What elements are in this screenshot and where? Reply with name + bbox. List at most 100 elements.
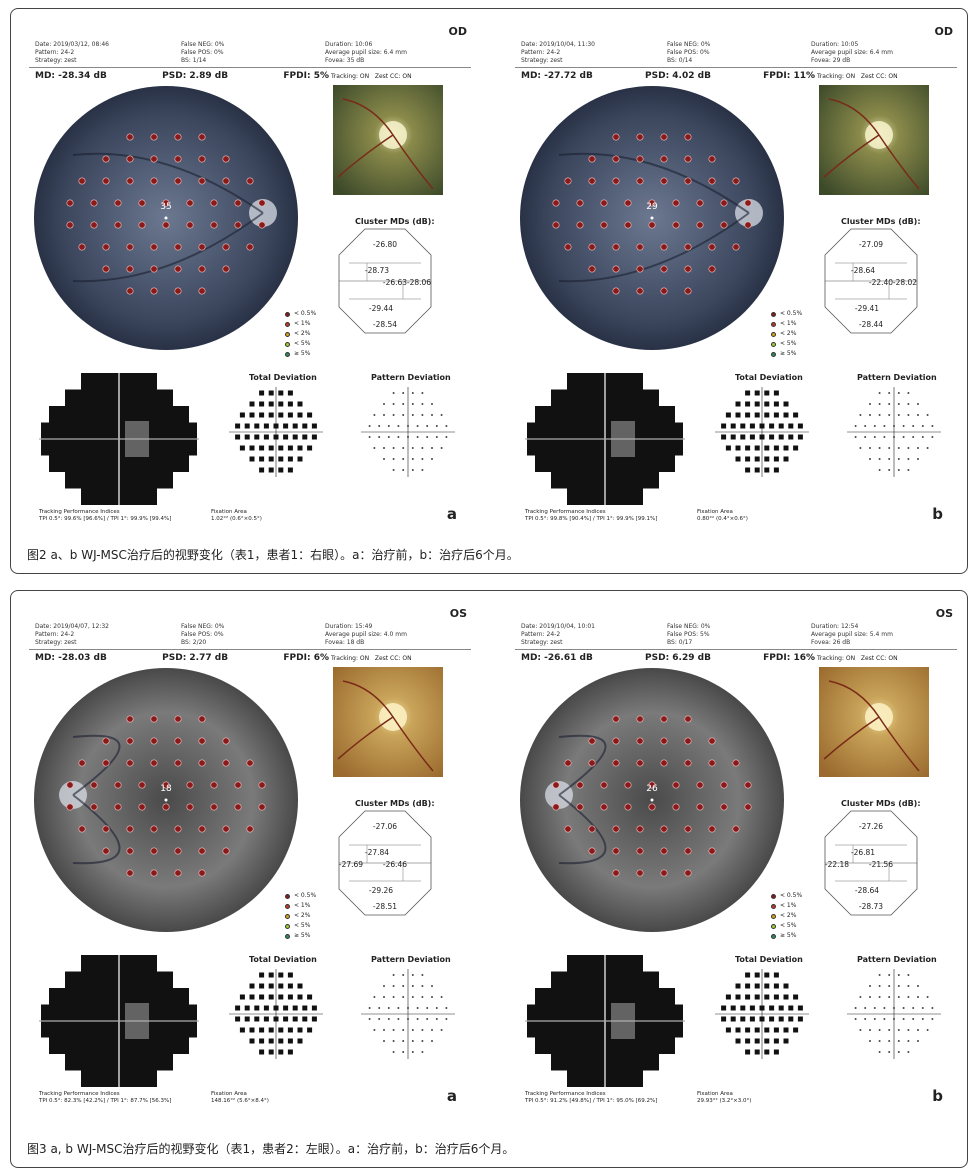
deviation-symbol-icon	[773, 412, 779, 418]
deviation-symbol-icon	[745, 1027, 751, 1033]
deviation-symbol-icon	[445, 1018, 448, 1020]
deviation-symbol-icon	[268, 1049, 274, 1055]
deviation-symbol-icon	[897, 1051, 900, 1053]
stimulus-point-icon	[114, 803, 122, 811]
deviation-symbol-icon	[907, 414, 910, 416]
stimulus-point-icon	[126, 737, 134, 745]
deviation-symbol-icon	[931, 1007, 934, 1009]
deviation-symbol-icon	[402, 458, 405, 460]
pattern-deviation-map	[361, 969, 455, 1059]
cluster-md-value: -26.81	[851, 848, 875, 857]
eye-label: OD	[448, 25, 467, 38]
stimulus-point-icon	[114, 199, 122, 207]
deviation-symbol-icon	[893, 1018, 895, 1020]
stimulus-point-icon	[246, 759, 254, 767]
deviation-symbol-icon	[421, 996, 424, 998]
deviation-symbol-icon	[921, 436, 924, 438]
deviation-symbol-icon	[426, 436, 429, 438]
deviation-symbol-icon	[431, 414, 433, 416]
deviation-symbol-icon	[287, 1038, 293, 1044]
header-col-1: Date: 2019/10/04, 10:01 Pattern: 24-2 St…	[521, 623, 595, 647]
deviation-symbol-icon	[902, 1007, 905, 1009]
stimulus-point-icon	[744, 199, 752, 207]
stimulus-point-icon	[612, 825, 620, 833]
deviation-symbol-icon	[259, 467, 265, 473]
tracking-indices: Tracking Performance Indices TPI 0.5°: 9…	[39, 509, 171, 523]
deviation-symbol-icon	[421, 1040, 424, 1042]
stimulus-point-icon	[588, 177, 596, 185]
deviation-symbol-icon	[764, 412, 770, 418]
legend-item: < 0.5%	[771, 309, 802, 319]
stimulus-point-icon	[684, 715, 692, 723]
stimulus-point-icon	[660, 737, 668, 745]
total-deviation-title: Total Deviation	[735, 373, 803, 382]
stimulus-point-icon	[198, 847, 206, 855]
deviation-symbol-icon	[445, 1007, 448, 1009]
stimulus-point-icon	[588, 265, 596, 273]
stimulus-point-icon	[174, 847, 182, 855]
stimulus-point-icon	[210, 803, 218, 811]
deviation-symbol-icon	[878, 1040, 881, 1042]
deviation-symbol-icon	[735, 456, 741, 462]
deviation-symbol-icon	[244, 434, 250, 440]
deviation-symbol-icon	[397, 1018, 400, 1020]
stimulus-point-icon	[198, 759, 206, 767]
deviation-symbol-icon	[373, 447, 376, 449]
exam-strategy: Strategy: zest	[521, 57, 563, 64]
stimulus-point-icon	[234, 199, 242, 207]
deviation-symbol-icon	[793, 994, 799, 1000]
false-pos: False POS: 0%	[181, 49, 224, 56]
deviation-symbol-icon	[407, 425, 409, 427]
fixation-point-icon	[164, 216, 168, 220]
stimulus-point-icon	[720, 803, 728, 811]
vessel-icon	[72, 152, 264, 283]
legend-dot-icon	[285, 331, 290, 337]
deviation-symbol-icon	[745, 983, 751, 989]
cluster-md-value: -26.63	[383, 278, 407, 287]
legend-label: < 2%	[294, 330, 311, 337]
cluster-title: Cluster MDs (dB):	[841, 799, 921, 808]
deviation-symbol-icon	[754, 412, 760, 418]
legend-item: < 5%	[771, 921, 802, 931]
deviation-symbol-icon	[268, 445, 274, 451]
stimulus-point-icon	[198, 133, 206, 141]
grayscale-map	[525, 369, 685, 509]
deviation-symbol-icon	[431, 458, 433, 460]
stimulus-point-icon	[246, 177, 254, 185]
deviation-symbol-icon	[764, 1038, 770, 1044]
deviation-symbol-icon	[287, 972, 293, 978]
stimulus-point-icon	[174, 177, 182, 185]
deviation-symbol-icon	[249, 445, 255, 451]
deviation-symbol-icon	[278, 1038, 284, 1044]
deviation-symbol-icon	[249, 456, 255, 462]
stimulus-point-icon	[126, 759, 134, 767]
deviation-symbol-icon	[259, 1027, 265, 1033]
deviation-symbol-icon	[764, 1049, 770, 1055]
stimulus-point-icon	[102, 155, 110, 163]
deviation-symbol-icon	[268, 467, 274, 473]
stimulus-point-icon	[660, 155, 668, 163]
deviation-symbol-icon	[287, 401, 293, 407]
deviation-symbol-icon	[730, 1005, 736, 1011]
deviation-symbol-icon	[754, 401, 760, 407]
deviation-symbol-icon	[445, 425, 448, 427]
fundus-photo	[819, 667, 929, 777]
deviation-symbol-icon	[759, 434, 765, 440]
deviation-symbol-icon	[878, 1029, 881, 1031]
deviation-symbol-icon	[297, 445, 303, 451]
stimulus-point-icon	[222, 177, 230, 185]
stimulus-point-icon	[732, 243, 740, 251]
pattern-deviation-title: Pattern Deviation	[371, 955, 451, 964]
deviation-symbol-icon	[859, 996, 862, 998]
deviation-symbol-icon	[873, 425, 876, 427]
deviation-symbol-icon	[421, 403, 424, 405]
deviation-symbol-icon	[278, 994, 284, 1000]
total-deviation-map	[229, 969, 323, 1059]
deviation-symbol-icon	[917, 985, 919, 987]
deviation-symbol-icon	[754, 390, 760, 396]
cluster-divider	[835, 262, 907, 300]
deviation-symbol-icon	[235, 434, 241, 440]
deviation-symbol-icon	[411, 447, 414, 449]
stimulus-point-icon	[150, 737, 158, 745]
stimulus-point-icon	[258, 803, 266, 811]
